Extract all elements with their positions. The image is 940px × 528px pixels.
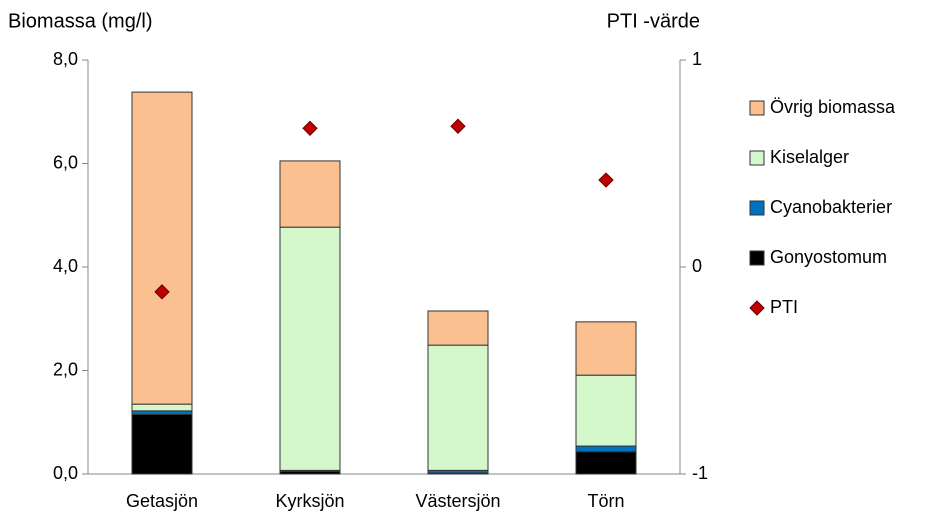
x-tick-label: Törn [587,491,624,511]
y2-tick-label: 0 [692,256,702,276]
pti-marker [450,118,466,134]
bar-segment [427,310,489,346]
bar-segment [575,451,637,475]
y-tick-label: 6,0 [53,152,78,172]
legend-swatch [749,150,765,166]
bar-segment [279,226,341,471]
pti-marker [598,172,614,188]
bar-segment [575,374,637,447]
bar-segment [131,403,193,412]
x-tick-label: Kyrksjön [275,491,344,511]
pti-marker [154,284,170,300]
legend-label: Gonyostomum [770,247,887,267]
bar-segment [575,321,637,376]
legend-swatch [749,200,765,216]
y2-tick-label: -1 [692,463,708,483]
bar-segment [427,344,489,471]
x-tick-label: Västersjön [415,491,500,511]
legend-marker [749,300,765,316]
y-tick-label: 8,0 [53,49,78,69]
y-tick-label: 2,0 [53,359,78,379]
legend-swatch [749,250,765,266]
y-tick-label: 0,0 [53,463,78,483]
bar-segment [575,445,637,453]
legend-label: Kiselalger [770,147,849,167]
y-tick-label: 4,0 [53,256,78,276]
y-axis-title: Biomassa (mg/l) [8,10,152,32]
bar-segment [279,160,341,228]
bar-segment [131,413,193,475]
legend-label: PTI [770,297,798,317]
pti-marker [302,120,318,137]
bar-segment [131,91,193,405]
legend-label: Övrig biomassa [770,97,896,117]
y2-axis-title: PTI -värde [607,10,700,32]
x-tick-label: Getasjön [126,491,198,511]
y2-tick-label: 1 [692,49,702,69]
legend-swatch [749,100,765,116]
legend-label: Cyanobakterier [770,197,892,217]
bar-segment [131,410,193,415]
